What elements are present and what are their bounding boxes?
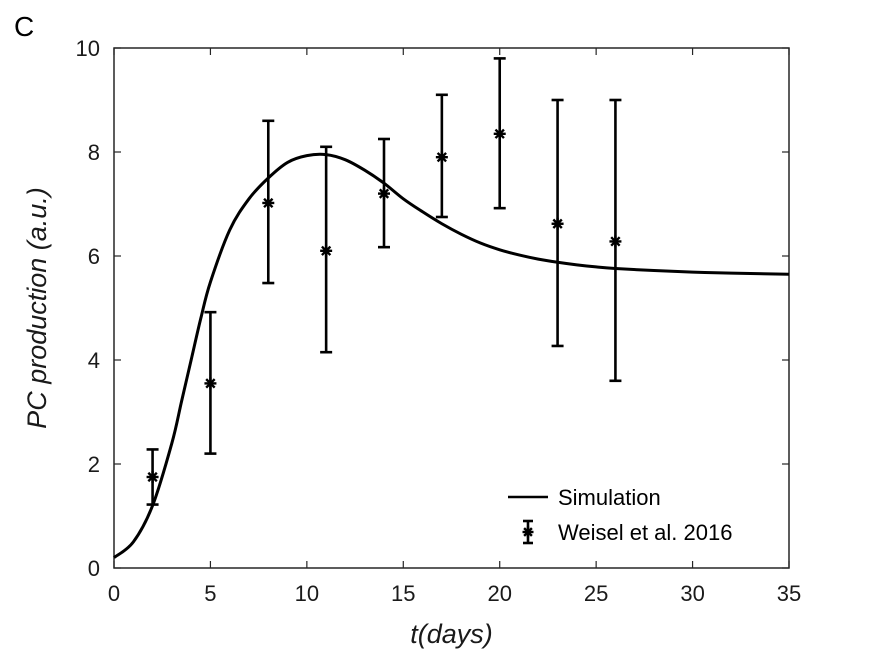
marker-stroke [494, 128, 505, 139]
data-point-marker [551, 217, 564, 230]
legend-data-swatch [522, 519, 534, 545]
legend-data-label: Weisel et al. 2016 [558, 520, 732, 545]
axis-ticks: 0 5 10 15 20 25 30 35 0 2 4 6 8 10 [76, 36, 802, 606]
data-point-errorbar [378, 137, 390, 249]
x-tick-label: 20 [487, 581, 511, 606]
x-tick-label: 15 [391, 581, 415, 606]
data-point-marker [493, 127, 506, 140]
legend: Simulation Weisel et al. 2016 [500, 478, 782, 554]
marker-stroke [378, 188, 390, 199]
legend-box [500, 478, 782, 554]
y-tick-label: 0 [88, 556, 100, 581]
legend-simulation-label: Simulation [558, 485, 661, 510]
marker-stroke [610, 236, 621, 247]
data-point-errorbar [320, 145, 333, 354]
x-tick-label: 5 [204, 581, 216, 606]
y-tick-label: 2 [88, 452, 100, 477]
data-point-marker [378, 187, 390, 200]
marker-stroke [205, 378, 216, 389]
x-tick-label: 30 [680, 581, 704, 606]
y-axis-label: PC production (a.u.) [22, 187, 52, 429]
marker-stroke [523, 527, 533, 537]
marker-stroke [436, 152, 447, 163]
marker-stroke [147, 471, 158, 483]
panel-label: C [14, 11, 34, 42]
data-point-marker [435, 151, 448, 164]
legend-marker [522, 526, 534, 538]
marker-stroke [321, 245, 332, 256]
x-tick-label: 0 [108, 581, 120, 606]
x-tick-label: 25 [584, 581, 608, 606]
marker-stroke [263, 197, 274, 209]
data-point-marker [262, 196, 275, 209]
data-point-errorbar [551, 98, 564, 348]
x-axis-label: t(days) [410, 619, 493, 649]
x-tick-label: 10 [295, 581, 319, 606]
data-point-marker [609, 235, 622, 248]
y-tick-label: 8 [88, 140, 100, 165]
data-point-errorbar [435, 93, 448, 219]
y-tick-label: 6 [88, 244, 100, 269]
y-tick-label: 10 [76, 36, 100, 61]
data-point-errorbar [493, 57, 506, 210]
data-point-errorbar [262, 119, 275, 285]
series-layer [113, 57, 790, 559]
data-point-errorbar [609, 98, 622, 383]
y-tick-label: 4 [88, 348, 100, 373]
data-point-marker [320, 244, 333, 257]
plot-area-frame [113, 47, 790, 569]
marker-stroke [552, 218, 563, 229]
data-point-marker [204, 377, 217, 390]
data-point-errorbar [146, 448, 159, 506]
data-point-marker [146, 471, 159, 483]
data-point-errorbar [204, 310, 217, 455]
x-tick-label: 35 [777, 581, 801, 606]
